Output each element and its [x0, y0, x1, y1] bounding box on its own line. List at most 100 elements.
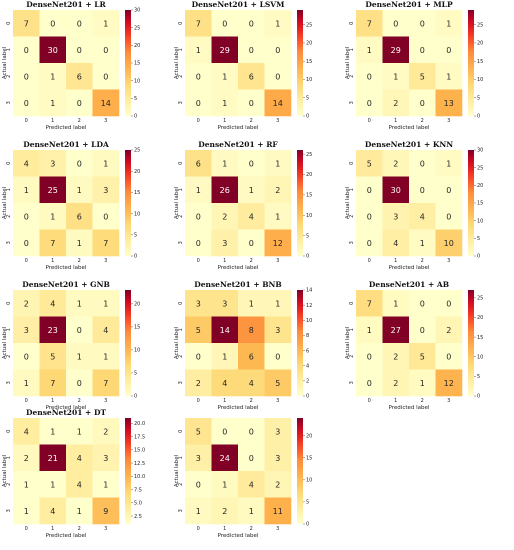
cell-value: 2	[103, 427, 108, 436]
heatmap-cell	[409, 203, 436, 230]
cell-value: 0	[222, 19, 227, 28]
cell-value: 2	[393, 159, 398, 168]
colorbar-tick-label: 15	[134, 190, 140, 196]
heatmap-cell	[409, 369, 436, 397]
cell-value: 0	[420, 299, 425, 308]
cell-value: 1	[103, 19, 108, 28]
y-tick-label: 2	[178, 75, 184, 78]
heatmap-cell	[185, 10, 212, 37]
heatmap-cell	[13, 229, 40, 257]
cell-value: 30	[391, 186, 401, 195]
x-axis-label: Predicted label	[46, 405, 87, 411]
cell-value: 12	[273, 239, 283, 248]
cell-value: 0	[446, 186, 451, 195]
cell-value: 3	[275, 427, 280, 436]
x-tick-label: 3	[276, 398, 279, 404]
cell-value: 0	[249, 19, 254, 28]
y-tick-label: 2	[178, 215, 184, 218]
confusion-matrix-8: DenseNet201 + AB7 1 0 01 27 0 20 2 5 00 2 1 120 1 2 301…	[345, 280, 483, 411]
cell-value: 0	[367, 212, 372, 221]
heatmap-cell	[185, 89, 212, 117]
cell-value: 4	[222, 379, 227, 388]
x-tick-label: 1	[223, 398, 226, 404]
colorbar-tick-label: 10	[477, 77, 483, 83]
y-tick-label: 1	[178, 188, 184, 191]
cell-value: 1	[50, 72, 55, 81]
cell-value: 2	[196, 379, 201, 388]
cell-value: 6	[249, 352, 254, 361]
cell-value: 8	[249, 326, 254, 335]
cell-value: 0	[103, 72, 108, 81]
heatmap-cell	[238, 36, 265, 64]
heatmap-cell	[185, 471, 212, 498]
colorbar-tick-label: 15	[477, 59, 483, 65]
heatmap-cell	[238, 63, 265, 90]
heatmap-cell	[264, 418, 292, 445]
x-tick-label: 3	[276, 258, 279, 264]
x-tick-label: 1	[223, 258, 226, 264]
heatmap-cell	[382, 229, 410, 257]
heatmap-cell	[356, 316, 383, 344]
heatmap-cell	[66, 10, 93, 37]
heatmap-cell	[238, 229, 265, 257]
heatmap-cell	[13, 471, 40, 498]
cell-value: 1	[196, 186, 201, 195]
heatmap-cell	[382, 290, 410, 317]
x-axis-label: Predicted label	[389, 125, 430, 131]
cell-value: 0	[24, 352, 29, 361]
cell-value: 1	[24, 480, 29, 489]
cell-value: 0	[367, 352, 372, 361]
cell-value: 1	[103, 299, 108, 308]
cell-value: 29	[220, 46, 230, 55]
x-tick-label: 1	[223, 118, 226, 124]
cell-value: 0	[249, 46, 254, 55]
colorbar-tick-label: 30	[477, 148, 483, 154]
heatmap-cell	[264, 497, 292, 525]
heatmap-cell	[238, 418, 265, 445]
cell-value: 1	[249, 186, 254, 195]
heatmap-cell	[409, 229, 436, 257]
cell-value: 0	[275, 352, 280, 361]
heatmap-cell	[409, 290, 436, 317]
cell-value: 0	[367, 239, 372, 248]
cell-value: 0	[24, 99, 29, 108]
cell-value: 4	[50, 507, 55, 516]
heatmap-cell	[92, 290, 120, 317]
cell-value: 5	[367, 159, 372, 168]
cell-value: 0	[420, 159, 425, 168]
y-tick-label: 1	[6, 456, 12, 459]
heatmap-cell	[211, 150, 239, 177]
cell-value: 4	[50, 299, 55, 308]
cell-value: 13	[444, 99, 454, 108]
cell-value: 1	[103, 159, 108, 168]
cell-value: 0	[196, 212, 201, 221]
cell-value: 0	[249, 239, 254, 248]
heatmap-cell	[92, 343, 120, 370]
y-tick-label: 0	[349, 162, 355, 165]
colorbar-tick-label: 5	[306, 500, 309, 506]
x-tick-label: 3	[104, 258, 107, 264]
heatmap-cell	[13, 369, 40, 397]
x-tick-label: 2	[421, 118, 424, 124]
y-tick-label: 0	[6, 162, 12, 165]
y-axis-label: Actual label	[345, 186, 351, 219]
colorbar-tick-label: 25	[477, 165, 483, 171]
heatmap-cell	[39, 229, 67, 257]
colorbar-tick-label: 25	[306, 152, 312, 158]
heatmap-cell	[66, 89, 93, 117]
colorbar-tick-label: 5	[477, 95, 480, 101]
cell-value: 0	[446, 352, 451, 361]
x-tick-label: 0	[368, 118, 371, 124]
x-tick-label: 1	[51, 118, 54, 124]
colorbar-tick-label: 0	[306, 522, 309, 528]
heatmap-cell	[211, 229, 239, 257]
cell-value: 1	[222, 72, 227, 81]
colorbar-tick-label: 25	[477, 296, 483, 302]
heatmap-cell	[409, 63, 436, 90]
y-tick-label: 1	[349, 188, 355, 191]
colorbar-tick-label: 20	[306, 433, 312, 439]
cell-value: 3	[103, 186, 108, 195]
heatmap-cell	[211, 63, 239, 90]
cell-value: 1	[275, 299, 280, 308]
